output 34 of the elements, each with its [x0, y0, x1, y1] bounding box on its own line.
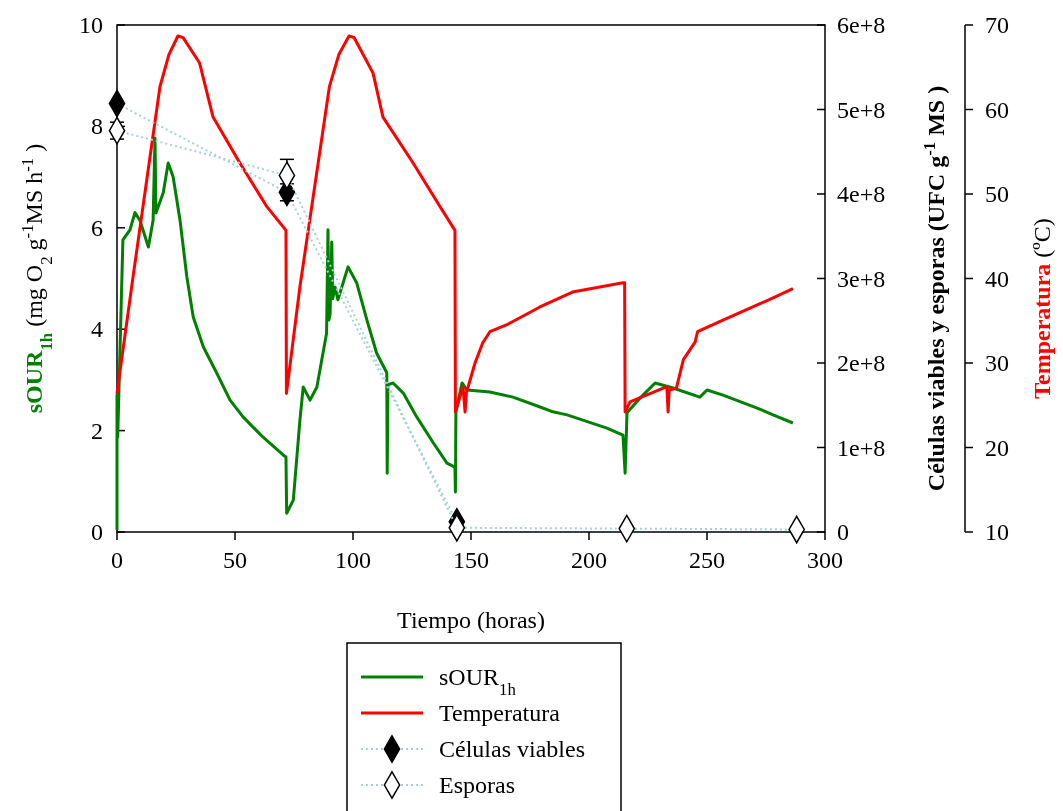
- y3-tick-label: 70: [985, 12, 1009, 38]
- line-series: [115, 34, 795, 414]
- y3-axis-title: Temperatura (ºC): [1029, 218, 1055, 399]
- y3-tick-label: 20: [985, 434, 1009, 461]
- x-tick-label: 300: [807, 547, 843, 573]
- x-axis-title: Tiempo (horas): [397, 607, 545, 633]
- y3-tick-label: 40: [985, 265, 1009, 292]
- y2-tick-label: 5e+8: [837, 96, 886, 123]
- x-tick-label: 50: [223, 547, 247, 573]
- legend-label: Temperatura: [439, 700, 561, 726]
- x-tick-label: 150: [453, 547, 489, 573]
- x-tick-label: 250: [689, 547, 725, 573]
- x-tick-label: 0: [111, 547, 123, 573]
- legend-label: sOUR$_{1h}$: [439, 664, 517, 699]
- y2-tick-label: 4e+8: [837, 181, 886, 207]
- y2-tick-label: 2e+8: [837, 350, 886, 376]
- y-tick-label: 10: [79, 12, 103, 38]
- y3-tick-label: 10: [985, 519, 1009, 545]
- y-tick-label: 4: [91, 316, 103, 343]
- y2-tick-label: 6e+8: [837, 12, 886, 38]
- y3-tick-label: 30: [985, 350, 1009, 376]
- y-tick-label: 0: [91, 519, 103, 545]
- y-tick-label: 6: [91, 214, 103, 241]
- y2-tick-label: 1e+8: [837, 434, 886, 461]
- x-tick-label: 200: [571, 547, 607, 573]
- y2-tick-label: 0: [837, 519, 849, 545]
- y-tick-label: 8: [91, 113, 103, 140]
- legend-label: Esporas: [439, 772, 515, 798]
- y-tick-label: 2: [91, 417, 103, 444]
- y2-tick-label: 3e+8: [837, 265, 886, 292]
- legend-label: Células viables: [439, 736, 585, 762]
- x-tick-label: 100: [335, 547, 371, 573]
- y3-tick-label: 50: [985, 181, 1009, 207]
- y3-tick-label: 60: [985, 96, 1009, 123]
